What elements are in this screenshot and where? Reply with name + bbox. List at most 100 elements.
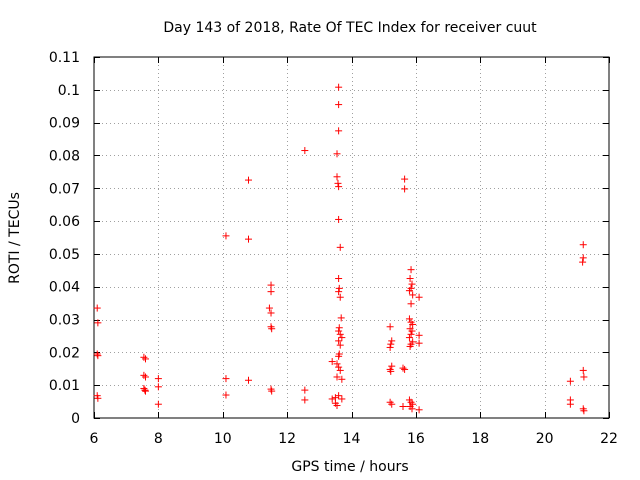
data-point (401, 185, 409, 193)
data-point (142, 373, 149, 381)
data-point (415, 406, 423, 414)
data-point (336, 341, 344, 349)
data-point (93, 350, 101, 358)
data-point (415, 339, 423, 347)
data-point (338, 395, 346, 403)
data-point (405, 287, 413, 295)
data-point (338, 334, 346, 342)
plot-frame (93, 56, 610, 419)
data-point (409, 320, 417, 328)
data-point (335, 101, 343, 109)
data-point (328, 358, 336, 366)
data-point (408, 280, 416, 288)
y-tick-label: 0.06 (49, 214, 80, 230)
data-point (335, 363, 343, 371)
data-point (336, 243, 344, 251)
data-point (405, 334, 413, 342)
data-point (335, 127, 343, 135)
data-point (401, 175, 409, 183)
y-tick-label: 0 (71, 411, 80, 427)
data-point (406, 275, 414, 283)
data-point (399, 403, 407, 411)
data-point (333, 150, 341, 158)
data-point (335, 392, 343, 400)
data-point (301, 396, 309, 404)
x-tick-label: 16 (407, 431, 425, 447)
data-point (566, 377, 574, 385)
data-point (408, 327, 416, 335)
data-point (94, 319, 102, 327)
y-tick-label: 0.03 (49, 313, 80, 329)
data-point (335, 284, 343, 292)
data-point (579, 258, 587, 266)
data-point (333, 402, 341, 410)
data-point (406, 342, 414, 350)
data-point (407, 300, 415, 308)
x-tick-label: 20 (536, 431, 554, 447)
data-point (333, 373, 341, 381)
data-point (265, 304, 273, 312)
data-point (386, 323, 394, 331)
data-point (301, 147, 309, 155)
data-point (336, 293, 344, 301)
data-points (93, 83, 588, 415)
data-point (336, 330, 344, 338)
data-point (222, 375, 230, 383)
data-point (335, 183, 343, 191)
data-point (580, 407, 588, 415)
data-point (94, 352, 102, 360)
data-point (579, 254, 587, 262)
data-point (579, 241, 587, 249)
data-point (334, 179, 342, 187)
data-point (140, 353, 148, 361)
x-tick-label: 18 (471, 431, 489, 447)
data-point (407, 266, 415, 274)
data-point (245, 376, 252, 384)
data-point (415, 331, 423, 339)
data-point (337, 314, 345, 322)
data-point (387, 367, 395, 375)
data-point (338, 375, 346, 383)
y-tick-label: 0.02 (49, 345, 80, 361)
data-point (267, 288, 275, 296)
data-point (407, 330, 415, 338)
data-point (335, 83, 343, 91)
data-point (140, 371, 148, 379)
data-point (267, 309, 275, 317)
x-tick-label: 8 (154, 431, 163, 447)
data-point (268, 325, 276, 333)
data-point (335, 352, 343, 360)
data-point (387, 340, 395, 348)
tick-labels: 6 8 10 12 14 16 18 20 22 0 0.01 0.02 0.03 0.04 0.05 0.0… (49, 50, 618, 447)
chart-title: Day 143 of 2018, Rate Of TEC Index for r… (163, 20, 537, 36)
x-tick-label: 22 (600, 431, 618, 447)
data-point (94, 394, 102, 402)
y-tick-label: 0.04 (49, 280, 80, 296)
data-point (408, 405, 416, 413)
data-point (301, 386, 309, 394)
data-point (401, 365, 409, 373)
data-point (386, 343, 394, 351)
data-point (245, 176, 252, 184)
data-point (222, 232, 230, 240)
data-point (245, 235, 252, 243)
data-point (154, 375, 162, 383)
data-point (335, 275, 343, 283)
y-tick-label: 0.05 (49, 247, 80, 263)
data-point (154, 383, 162, 391)
data-point (141, 386, 149, 394)
data-point (154, 400, 162, 408)
data-point (142, 387, 149, 395)
data-point (328, 395, 336, 403)
x-tick-label: 6 (90, 431, 99, 447)
data-point (579, 366, 587, 374)
x-axis-label: GPS time / hours (291, 459, 408, 475)
y-tick-label: 0.1 (58, 83, 80, 99)
data-point (335, 215, 343, 223)
data-point (566, 400, 574, 408)
data-point (142, 355, 149, 363)
data-point (336, 366, 344, 374)
data-point (580, 373, 588, 381)
